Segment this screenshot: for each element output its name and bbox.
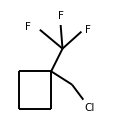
Text: F: F	[58, 11, 64, 21]
Text: F: F	[25, 22, 31, 32]
Text: Cl: Cl	[84, 103, 95, 113]
Text: F: F	[85, 25, 91, 35]
